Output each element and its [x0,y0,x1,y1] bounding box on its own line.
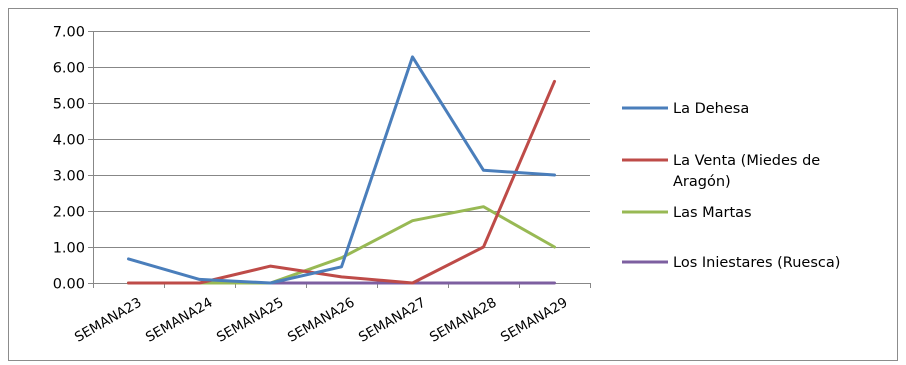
y-tick-label: 1.00 [53,241,85,257]
y-axis-tick-labels: 0.00 1.00 2.00 3.00 4.00 5.00 6.00 7.00 [53,25,85,293]
legend-label: La Dehesa [673,101,749,117]
legend-item-3: Las Martas [622,205,752,221]
series-line-1 [127,55,556,285]
legend-label: Las Martas [673,205,752,221]
y-tick-label: 4.00 [53,133,85,149]
legend-item-1: La Dehesa [622,101,749,117]
y-tick-label: 7.00 [53,25,85,41]
legend-item-4: Los Iniestares (Ruesca) [622,255,840,271]
plot-area-series [127,55,556,285]
y-tick-label: 2.00 [53,205,85,221]
y-tick-label: 3.00 [53,169,85,185]
legend-label: La Venta (Miedes de Aragón) [673,153,820,190]
legend: La Dehesa La Venta (Miedes de Aragón) Las M… [622,101,840,271]
legend-label: Los Iniestares (Ruesca) [673,255,840,271]
legend-item-2: La Venta (Miedes de Aragón) [622,153,820,190]
y-tick-label: 6.00 [53,61,85,77]
series-line-2 [127,79,556,285]
y-tick-label: 0.00 [53,277,85,293]
y-tick-label: 5.00 [53,97,85,113]
gridlines [93,31,590,248]
